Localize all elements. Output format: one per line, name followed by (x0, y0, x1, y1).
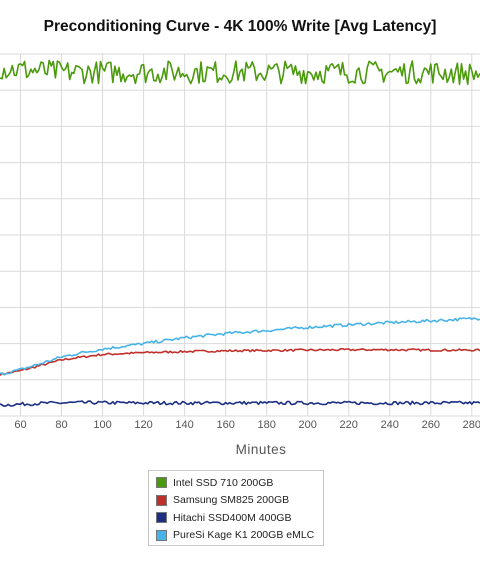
series-line-3 (0, 317, 480, 376)
legend-item: Samsung SM825 200GB (156, 492, 323, 510)
tick-layer: 60 80 100 120 140 160 180 200 220 240 260 280 (14, 419, 480, 431)
grid-layer (0, 53, 480, 417)
series-layer (0, 59, 480, 407)
series-line-1 (0, 348, 480, 376)
chart-title: Preconditioning Curve - 4K 100% Write [A… (43, 18, 437, 35)
x-tick-label: 280 (463, 419, 480, 431)
x-tick-label: 240 (381, 419, 399, 431)
x-tick-label: 80 (55, 419, 67, 431)
x-tick-label: 140 (175, 419, 193, 431)
series-line-0 (0, 59, 480, 86)
legend-label: PureSi Kage K1 200GB eMLC (173, 529, 315, 542)
x-tick-label: 120 (134, 419, 152, 431)
legend-label: Intel SSD 710 200GB (173, 476, 274, 489)
legend-item: Hitachi SSD400M 400GB (156, 509, 323, 527)
legend-swatch (156, 529, 167, 541)
legend-swatch (156, 477, 167, 489)
legend-swatch (156, 494, 167, 506)
x-axis-label: Minutes (236, 442, 287, 457)
legend-item: PureSi Kage K1 200GB eMLC (156, 527, 323, 545)
x-tick-label: 60 (14, 419, 26, 431)
x-tick-label: 100 (93, 419, 111, 431)
legend-swatch (156, 512, 167, 524)
series-line-2 (0, 400, 480, 407)
x-tick-label: 220 (340, 419, 358, 431)
x-tick-label: 180 (257, 419, 275, 431)
legend-label: Samsung SM825 200GB (173, 494, 290, 507)
x-tick-label: 200 (299, 419, 317, 431)
legend-label: Hitachi SSD400M 400GB (173, 511, 292, 524)
x-tick-label: 160 (216, 419, 234, 431)
legend: Intel SSD 710 200GB Samsung SM825 200GB Hi… (148, 470, 324, 546)
x-tick-label: 260 (422, 419, 440, 431)
legend-item: Intel SSD 710 200GB (156, 474, 323, 492)
